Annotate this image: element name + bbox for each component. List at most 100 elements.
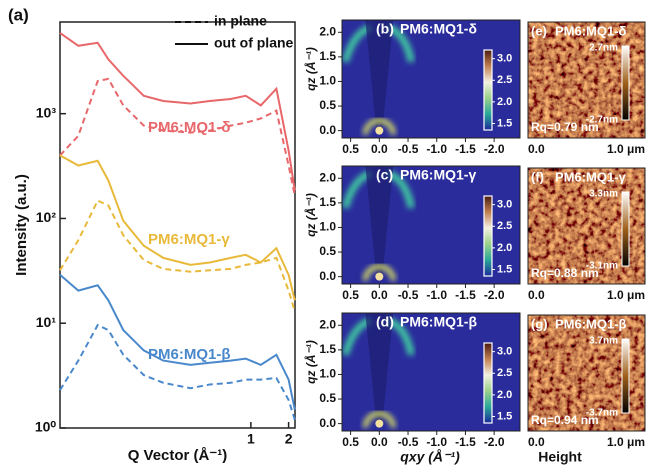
- colorbar-tick-label: 3.0: [497, 199, 512, 211]
- height-bar: [621, 45, 630, 121]
- y-axis-label: Intensity (a.u.): [13, 174, 30, 276]
- y-tick-label: 1.5: [319, 195, 336, 209]
- legend-label: in plane: [214, 13, 267, 29]
- series-label: PM6:MQ1-δ: [148, 119, 230, 136]
- panel-label: (a): [8, 5, 29, 24]
- x-start: 0.0: [528, 435, 545, 449]
- x-tick-label: 0.0: [371, 288, 388, 302]
- panel-title: PM6:MQ1-γ: [400, 167, 476, 183]
- giwaxs-frame: [341, 165, 521, 285]
- y-tick-label: 0.5: [319, 244, 336, 258]
- panel-title: PM6:MQ1-γ: [555, 169, 627, 184]
- y-tick-label: 1.0: [319, 367, 336, 381]
- x-tick-label: 0.0: [371, 435, 388, 449]
- y-tick-label: 0.0: [319, 269, 336, 283]
- y-tick-label: 10¹: [36, 314, 57, 330]
- colorbar: [483, 342, 493, 424]
- y-axis-label: qz (Å⁻¹): [304, 193, 318, 237]
- x-tick-label: 2: [285, 431, 293, 447]
- height-bar: [621, 191, 630, 267]
- giwaxs-frame: [341, 312, 521, 432]
- rq-label: Rq=0.94 nm: [531, 413, 599, 427]
- y-tick-label: 10²: [36, 209, 57, 225]
- colorbar-tick-label: 2.0: [497, 96, 512, 108]
- x-tick-label: -0.5: [398, 142, 419, 156]
- colorbar: [483, 49, 493, 131]
- colorbar-tick-label: 3.0: [497, 53, 512, 65]
- panel-label: (e): [531, 23, 547, 38]
- x-tick-label: -1.5: [455, 435, 476, 449]
- x-tick-label: -0.5: [398, 435, 419, 449]
- y-axis-label: qz (Å⁻¹): [304, 340, 318, 384]
- x-axis-label: qxy (Å⁻¹): [400, 449, 460, 465]
- beam-spot: [375, 419, 384, 428]
- scale-min: -3.7nm: [586, 408, 618, 419]
- x-end: 1.0 μm: [607, 288, 645, 302]
- series-label: PM6:MQ1-β: [148, 346, 231, 363]
- beam-spot: [375, 126, 384, 135]
- colorbar-tick-label: 2.5: [497, 74, 512, 86]
- ring: [362, 118, 396, 135]
- wedge: [365, 20, 394, 131]
- x-start: 0.0: [528, 142, 545, 156]
- y-tick-label: 1.5: [319, 342, 336, 356]
- ring: [362, 264, 396, 281]
- y-tick-label: 2.0: [319, 24, 336, 38]
- y-tick-label: 0.0: [319, 123, 336, 137]
- height-bar: [621, 338, 630, 414]
- colorbar-label: Height: [538, 449, 582, 465]
- panel-label: (d): [376, 314, 394, 330]
- x-end: 1.0 μm: [607, 435, 645, 449]
- panel-title: PM6:MQ1-β: [555, 316, 627, 331]
- rq-label: Rq=0.88 nm: [531, 266, 599, 280]
- y-tick-label: 10⁰: [35, 419, 57, 435]
- colorbar-tick-label: 2.0: [497, 389, 512, 401]
- panel-title: PM6:MQ1-β: [400, 314, 477, 330]
- y-tick-label: 1.5: [319, 49, 336, 63]
- colorbar-tick-label: 3.0: [497, 346, 512, 358]
- panel-label: (f): [531, 169, 544, 184]
- ring: [362, 411, 396, 428]
- afm-frame: [527, 314, 646, 432]
- x-tick-label: 1: [247, 431, 255, 447]
- y-tick-label: 0.5: [319, 391, 336, 405]
- x-axis-label: Q Vector (Å⁻¹): [128, 447, 228, 464]
- colorbar-tick-label: 2.5: [497, 220, 512, 232]
- rq-label: Rq=0.79 nm: [531, 120, 599, 134]
- giwaxs-frame: [341, 19, 521, 139]
- line-out-of-plane: [59, 32, 296, 191]
- colorbar-tick-label: 2.0: [497, 242, 512, 254]
- y-tick-label: 0.5: [319, 98, 336, 112]
- y-tick-label: 2.0: [319, 170, 336, 184]
- x-tick-label: -2.0: [484, 288, 505, 302]
- y-tick-label: 10³: [36, 104, 57, 120]
- scale-min: -3.1nm: [586, 261, 618, 272]
- panel-title: PM6:MQ1-δ: [400, 21, 477, 37]
- x-tick-label: -1.0: [426, 435, 447, 449]
- x-start: 0.0: [528, 288, 545, 302]
- x-tick-label: -1.5: [455, 142, 476, 156]
- y-tick-label: 1.0: [319, 220, 336, 234]
- colorbar: [483, 195, 493, 277]
- legend-label: out of plane: [214, 35, 294, 51]
- wedge: [365, 313, 394, 424]
- line-in-plane: [59, 199, 296, 312]
- x-tick-label: 0.5: [342, 142, 359, 156]
- line-in-plane: [59, 77, 296, 196]
- x-tick-label: -2.0: [484, 142, 505, 156]
- x-tick-label: 0.5: [342, 288, 359, 302]
- scale-max: 3.3nm: [589, 189, 618, 200]
- y-tick-label: 2.0: [319, 317, 336, 331]
- x-tick-label: -1.0: [426, 142, 447, 156]
- scale-min: -2.7nm: [586, 115, 618, 126]
- panel-label: (b): [376, 21, 394, 37]
- x-tick-label: -2.0: [484, 435, 505, 449]
- colorbar-tick-label: 1.5: [497, 117, 512, 129]
- y-tick-label: 0.0: [319, 416, 336, 430]
- x-tick-label: 0.0: [371, 142, 388, 156]
- panel-label: (g): [531, 316, 548, 331]
- y-tick-label: 1.0: [319, 74, 336, 88]
- x-end: 1.0 μm: [607, 142, 645, 156]
- series-label: PM6:MQ1-γ: [148, 231, 230, 248]
- scale-max: 3.7nm: [589, 336, 618, 347]
